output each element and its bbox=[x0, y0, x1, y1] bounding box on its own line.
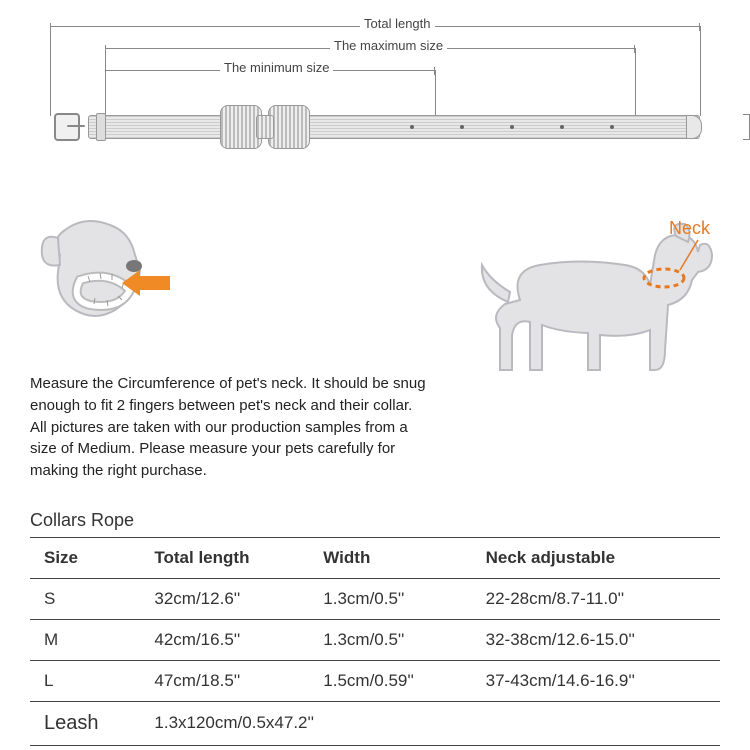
col-width: Width bbox=[309, 537, 471, 578]
cell-neck: 37-43cm/14.6-16.9'' bbox=[472, 660, 720, 701]
col-total-length: Total length bbox=[140, 537, 309, 578]
cell-size: M bbox=[30, 619, 140, 660]
collar-buckle bbox=[50, 111, 100, 143]
collar-keeper-loop bbox=[96, 113, 106, 141]
cell-total-length: 32cm/12.6'' bbox=[140, 578, 309, 619]
cell-leash-value: 1.3x120cm/0.5x47.2'' bbox=[140, 701, 720, 745]
table-row: M 42cm/16.5'' 1.3cm/0.5'' 32-38cm/12.6-1… bbox=[30, 619, 720, 660]
collar-strap-body bbox=[88, 115, 700, 139]
instructions-text: Measure the Circumference of pet's neck.… bbox=[30, 373, 430, 482]
dog-head-measuring-icon bbox=[30, 210, 190, 340]
cell-size: S bbox=[30, 578, 140, 619]
collar-bowtie bbox=[220, 105, 310, 149]
table-row-leash: Leash 1.3x120cm/0.5x47.2'' bbox=[30, 701, 720, 745]
cell-leash-label: Leash bbox=[30, 701, 140, 745]
cell-width: 1.3cm/0.5'' bbox=[309, 619, 471, 660]
cell-width: 1.5cm/0.59'' bbox=[309, 660, 471, 701]
max-size-label: The maximum size bbox=[330, 38, 447, 53]
table-row: L 47cm/18.5'' 1.5cm/0.59'' 37-43cm/14.6-… bbox=[30, 660, 720, 701]
collar-hole bbox=[460, 125, 464, 129]
cell-neck: 32-38cm/12.6-15.0'' bbox=[472, 619, 720, 660]
cell-width: 1.3cm/0.5'' bbox=[309, 578, 471, 619]
collar-hole bbox=[510, 125, 514, 129]
collar-dimension-diagram: Total length The maximum size The minimu… bbox=[30, 20, 720, 170]
cell-size: L bbox=[30, 660, 140, 701]
neck-label: Neck bbox=[669, 218, 710, 239]
illustration-row: Measure the Circumference of pet's neck.… bbox=[30, 210, 720, 482]
total-length-label: Total length bbox=[360, 16, 435, 31]
width-dim-bracket bbox=[740, 114, 750, 140]
collar-hole bbox=[410, 125, 414, 129]
cell-total-length: 42cm/16.5'' bbox=[140, 619, 309, 660]
min-size-label: The minimum size bbox=[220, 60, 333, 75]
cell-total-length: 47cm/18.5'' bbox=[140, 660, 309, 701]
collar-hole bbox=[610, 125, 614, 129]
size-chart-table: Size Total length Width Neck adjustable … bbox=[30, 537, 720, 746]
table-header-row: Size Total length Width Neck adjustable bbox=[30, 537, 720, 578]
table-title: Collars Rope bbox=[30, 510, 720, 531]
table-row: S 32cm/12.6'' 1.3cm/0.5'' 22-28cm/8.7-11… bbox=[30, 578, 720, 619]
collar-strap-tip bbox=[686, 115, 702, 139]
collar-illustration bbox=[50, 115, 700, 139]
col-neck-adjustable: Neck adjustable bbox=[472, 537, 720, 578]
cell-neck: 22-28cm/8.7-11.0'' bbox=[472, 578, 720, 619]
col-size: Size bbox=[30, 537, 140, 578]
collar-hole bbox=[560, 125, 564, 129]
